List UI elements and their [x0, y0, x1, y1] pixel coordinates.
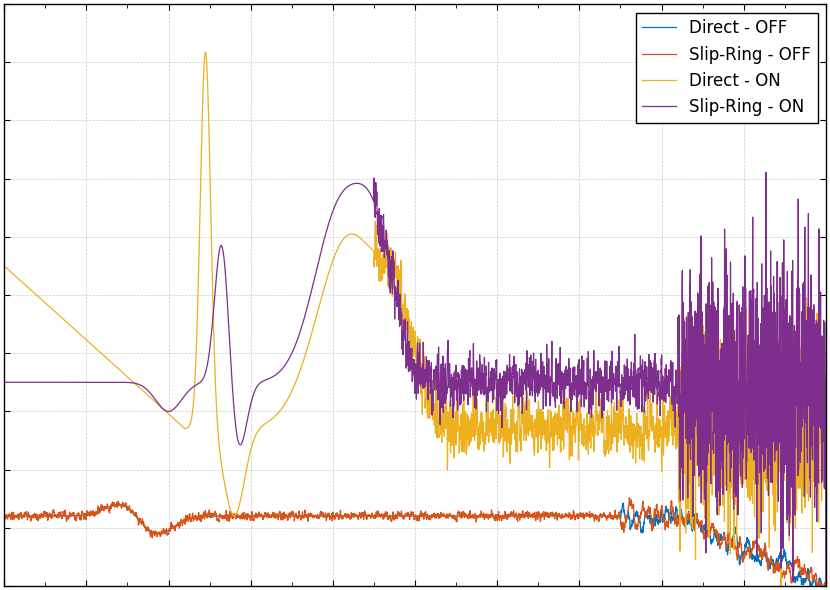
Direct - ON [821, 435, 830, 442]
Slip-Ring - OFF [313, 514, 323, 521]
Direct - ON [492, 413, 502, 420]
Direct - ON [149, 397, 159, 404]
Direct - OFF [675, 514, 685, 521]
Direct - OFF [492, 513, 502, 520]
Slip-Ring - ON [534, 375, 544, 382]
Slip-Ring - ON [149, 394, 159, 401]
Direct - ON [776, 582, 786, 589]
Slip-Ring - OFF [675, 510, 685, 517]
Slip-Ring - OFF [0, 514, 9, 522]
Direct - ON [675, 451, 685, 458]
Direct - ON [313, 306, 323, 313]
Direct - OFF [805, 582, 815, 589]
Direct - OFF [613, 513, 622, 520]
Direct - OFF [821, 582, 830, 589]
Direct - ON [534, 409, 544, 416]
Slip-Ring - OFF [492, 516, 502, 523]
Direct - OFF [0, 513, 9, 520]
Slip-Ring - ON [761, 169, 771, 176]
Slip-Ring - ON [492, 394, 502, 401]
Line: Slip-Ring - ON: Slip-Ring - ON [4, 172, 826, 586]
Slip-Ring - OFF [813, 582, 823, 589]
Slip-Ring - ON [613, 371, 622, 378]
Line: Direct - ON: Direct - ON [4, 52, 826, 586]
Slip-Ring - OFF [534, 508, 544, 515]
Slip-Ring - ON [675, 457, 685, 464]
Direct - ON [0, 263, 9, 270]
Slip-Ring - OFF [821, 582, 830, 589]
Slip-Ring - ON [313, 260, 323, 267]
Slip-Ring - OFF [613, 516, 622, 523]
Slip-Ring - OFF [149, 527, 159, 535]
Line: Direct - OFF: Direct - OFF [4, 503, 826, 586]
Direct - ON [613, 424, 622, 431]
Direct - ON [201, 48, 211, 55]
Direct - OFF [618, 500, 628, 507]
Direct - OFF [534, 513, 544, 520]
Slip-Ring - OFF [625, 494, 635, 501]
Slip-Ring - ON [0, 379, 9, 386]
Slip-Ring - ON [821, 582, 830, 589]
Direct - OFF [149, 529, 159, 536]
Line: Slip-Ring - OFF: Slip-Ring - OFF [4, 498, 826, 586]
Legend: Direct - OFF, Slip-Ring - OFF, Direct - ON, Slip-Ring - ON: Direct - OFF, Slip-Ring - OFF, Direct - … [636, 12, 818, 123]
Direct - OFF [313, 513, 323, 520]
